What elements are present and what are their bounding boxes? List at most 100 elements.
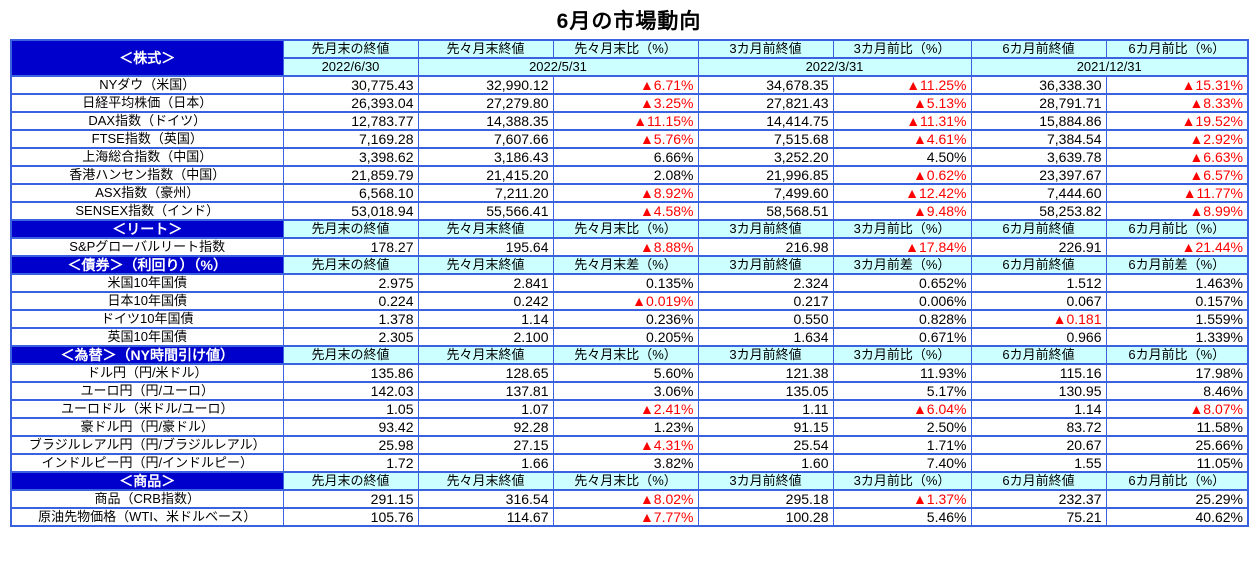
- value-cell: 5.60%: [552, 363, 699, 383]
- value-cell: 0.006%: [832, 291, 972, 311]
- value-cell: 25.29%: [1105, 489, 1249, 509]
- row-label: 上海総合指数（中国）: [10, 147, 284, 167]
- value-cell: 6.66%: [552, 147, 699, 167]
- table-row: 上海総合指数（中国） 3,398.62 3,186.43 6.66% 3,252.20 4…: [10, 147, 1249, 167]
- column-header: 6カ月前終値: [970, 255, 1107, 275]
- value-cell: 0.828%: [832, 309, 972, 329]
- column-header: 先々月末比（%）: [552, 345, 699, 365]
- column-header: 先々月末比（%）: [552, 39, 699, 59]
- value-cell: 3,186.43: [417, 147, 554, 167]
- value-cell: 1.634: [697, 327, 834, 347]
- value-cell: 14,414.75: [697, 111, 834, 131]
- value-cell: 0.966: [970, 327, 1107, 347]
- row-label: 香港ハンセン指数（中国）: [10, 165, 284, 185]
- value-cell: ▲5.76%: [552, 129, 699, 149]
- value-cell: 0.652%: [832, 273, 972, 293]
- column-header: 6カ月前終値: [970, 471, 1107, 491]
- value-cell: 3,398.62: [282, 147, 419, 167]
- value-cell: 0.205%: [552, 327, 699, 347]
- value-cell: 1.463%: [1105, 273, 1249, 293]
- value-cell: 0.671%: [832, 327, 972, 347]
- value-cell: 1.559%: [1105, 309, 1249, 329]
- column-header: 6カ月前比（%）: [1105, 219, 1249, 239]
- section-title: ＜株式＞: [10, 39, 284, 77]
- table-row: ユーロ円（円/ユーロ） 142.03 137.81 3.06% 135.05 5.17% 1…: [10, 381, 1249, 401]
- value-cell: 53,018.94: [282, 201, 419, 221]
- value-cell: 92.28: [417, 417, 554, 437]
- value-cell: 0.067: [970, 291, 1107, 311]
- value-cell: ▲21.44%: [1105, 237, 1249, 257]
- column-header: 3カ月前終値: [697, 345, 834, 365]
- value-cell: ▲6.04%: [832, 399, 972, 419]
- value-cell: ▲4.61%: [832, 129, 972, 149]
- value-cell: 195.64: [417, 237, 554, 257]
- value-cell: ▲8.02%: [552, 489, 699, 509]
- value-cell: 232.37: [970, 489, 1107, 509]
- value-cell: 3,252.20: [697, 147, 834, 167]
- table-row: インドルピー円（円/インドルピー） 1.72 1.66 3.82% 1.60 7.40% 1…: [10, 453, 1249, 473]
- value-cell: 291.15: [282, 489, 419, 509]
- column-header: 先月末の終値: [282, 39, 419, 59]
- value-cell: ▲8.92%: [552, 183, 699, 203]
- column-header: 3カ月前終値: [697, 39, 834, 59]
- section-title: ＜為替＞（NY時間引け値）: [10, 345, 284, 365]
- value-cell: 15,884.86: [970, 111, 1107, 131]
- row-label: ユーロドル（米ドル/ユーロ）: [10, 399, 284, 419]
- section-header-row: ＜リート＞ 先月末の終値 先々月末終値 先々月末比（%） 3カ月前終値 3カ月前比（%） 6…: [10, 219, 1249, 239]
- value-cell: ▲9.48%: [832, 201, 972, 221]
- section-header-row: ＜債券＞（利回り）（%） 先月末の終値 先々月末終値 先々月末差（%） 3カ月前終値 3カ…: [10, 255, 1249, 275]
- value-cell: 36,338.30: [970, 75, 1107, 95]
- value-cell: 1.07: [417, 399, 554, 419]
- value-cell: 7,607.66: [417, 129, 554, 149]
- value-cell: 3.06%: [552, 381, 699, 401]
- value-cell: 11.93%: [832, 363, 972, 383]
- value-cell: 1.378: [282, 309, 419, 329]
- section-title: ＜リート＞: [10, 219, 284, 239]
- value-cell: 2.100: [417, 327, 554, 347]
- value-cell: 21,996.85: [697, 165, 834, 185]
- section-title: ＜債券＞（利回り）（%）: [10, 255, 284, 275]
- column-header: 先月末の終値: [282, 345, 419, 365]
- section-header-row: ＜商品＞ 先月末の終値 先々月末終値 先々月末比（%） 3カ月前終値 3カ月前比（%） 6カ…: [10, 471, 1249, 491]
- value-cell: 58,253.82: [970, 201, 1107, 221]
- column-header: 6カ月前比（%）: [1105, 345, 1249, 365]
- value-cell: 27,279.80: [417, 93, 554, 113]
- value-cell: ▲7.77%: [552, 507, 699, 527]
- value-cell: ▲8.88%: [552, 237, 699, 257]
- value-cell: ▲4.31%: [552, 435, 699, 455]
- value-cell: 27,821.43: [697, 93, 834, 113]
- value-cell: 0.236%: [552, 309, 699, 329]
- table-row: ブラジルレアル円（円/ブラジルレアル） 25.98 27.15 ▲4.31% 25.54…: [10, 435, 1249, 455]
- value-cell: 4.50%: [832, 147, 972, 167]
- value-cell: 2.08%: [552, 165, 699, 185]
- value-cell: 1.14: [970, 399, 1107, 419]
- value-cell: 30,775.43: [282, 75, 419, 95]
- row-label: 原油先物価格（WTI、米ドルベース）: [10, 507, 284, 527]
- value-cell: 5.17%: [832, 381, 972, 401]
- value-cell: 7,444.60: [970, 183, 1107, 203]
- value-cell: 21,859.79: [282, 165, 419, 185]
- value-cell: 11.05%: [1105, 453, 1249, 473]
- value-cell: 114.67: [417, 507, 554, 527]
- value-cell: 1.11: [697, 399, 834, 419]
- table-row: 豪ドル円（円/豪ドル） 93.42 92.28 1.23% 91.15 2.50% 83.7…: [10, 417, 1249, 437]
- value-cell: 7,499.60: [697, 183, 834, 203]
- value-cell: 1.14: [417, 309, 554, 329]
- market-table-body: ＜株式＞ 先月末の終値 先々月末終値 先々月末比（%） 3カ月前終値 3カ月前比（%） 6カ…: [10, 39, 1249, 527]
- value-cell: ▲6.63%: [1105, 147, 1249, 167]
- value-cell: ▲0.62%: [832, 165, 972, 185]
- value-cell: 3.82%: [552, 453, 699, 473]
- row-label: 日経平均株価（日本）: [10, 93, 284, 113]
- date-header-row: 2022/6/30 2022/5/31 2022/3/31 2021/12/31: [11, 57, 1249, 77]
- value-cell: 28,791.71: [970, 93, 1107, 113]
- column-header: 6カ月前比（%）: [1105, 471, 1249, 491]
- value-cell: 58,568.51: [697, 201, 834, 221]
- value-cell: 1.71%: [832, 435, 972, 455]
- row-label: DAX指数（ドイツ）: [10, 111, 284, 131]
- value-cell: 21,415.20: [417, 165, 554, 185]
- row-label: FTSE指数（英国）: [10, 129, 284, 149]
- value-cell: 93.42: [282, 417, 419, 437]
- column-header: 先月末の終値: [282, 255, 419, 275]
- value-cell: 55,566.41: [417, 201, 554, 221]
- row-label: 日本10年国債: [10, 291, 284, 311]
